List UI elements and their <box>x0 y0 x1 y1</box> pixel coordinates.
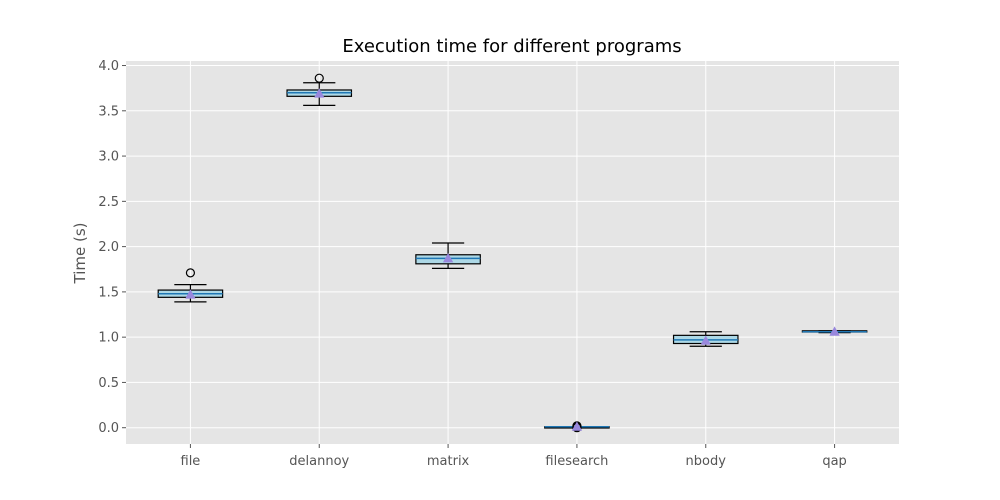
plot-area-background <box>126 61 899 444</box>
x-tick-label: matrix <box>427 454 470 469</box>
mean-marker <box>829 326 840 336</box>
plot-layer: 0.0 0.5 1.0 1.5 2.0 2.5 3.0 3.5 4.0 file delannoy m… <box>98 59 899 469</box>
y-tick-label: 4.0 <box>98 59 119 74</box>
y-tick-label: 2.0 <box>98 240 119 255</box>
mean-marker <box>700 335 711 345</box>
outlier-point <box>185 268 196 278</box>
mean-marker <box>185 289 196 299</box>
mean-marker <box>314 88 325 98</box>
y-tick-label: 0.5 <box>98 376 119 391</box>
y-tick-label: 0.0 <box>98 421 119 436</box>
y-tick-label: 3.0 <box>98 150 119 165</box>
outlier-point <box>314 73 324 83</box>
x-tick-label: qap <box>822 454 846 469</box>
y-tick-label: 1.0 <box>98 331 119 346</box>
mean-marker <box>442 253 454 263</box>
x-tick-label: file <box>181 454 201 469</box>
x-tick-label: nbody <box>686 454 727 469</box>
x-tick-label: filesearch <box>545 454 608 469</box>
y-tick-label: 2.5 <box>98 195 119 210</box>
mean-marker <box>571 421 583 431</box>
x-tick-label: delannoy <box>289 454 349 469</box>
y-tick-label: 1.5 <box>98 285 119 300</box>
chart-title: Execution time for different programs <box>342 36 681 57</box>
y-tick-label: 3.5 <box>98 104 119 119</box>
y-axis-title: Time (s) <box>71 223 89 285</box>
